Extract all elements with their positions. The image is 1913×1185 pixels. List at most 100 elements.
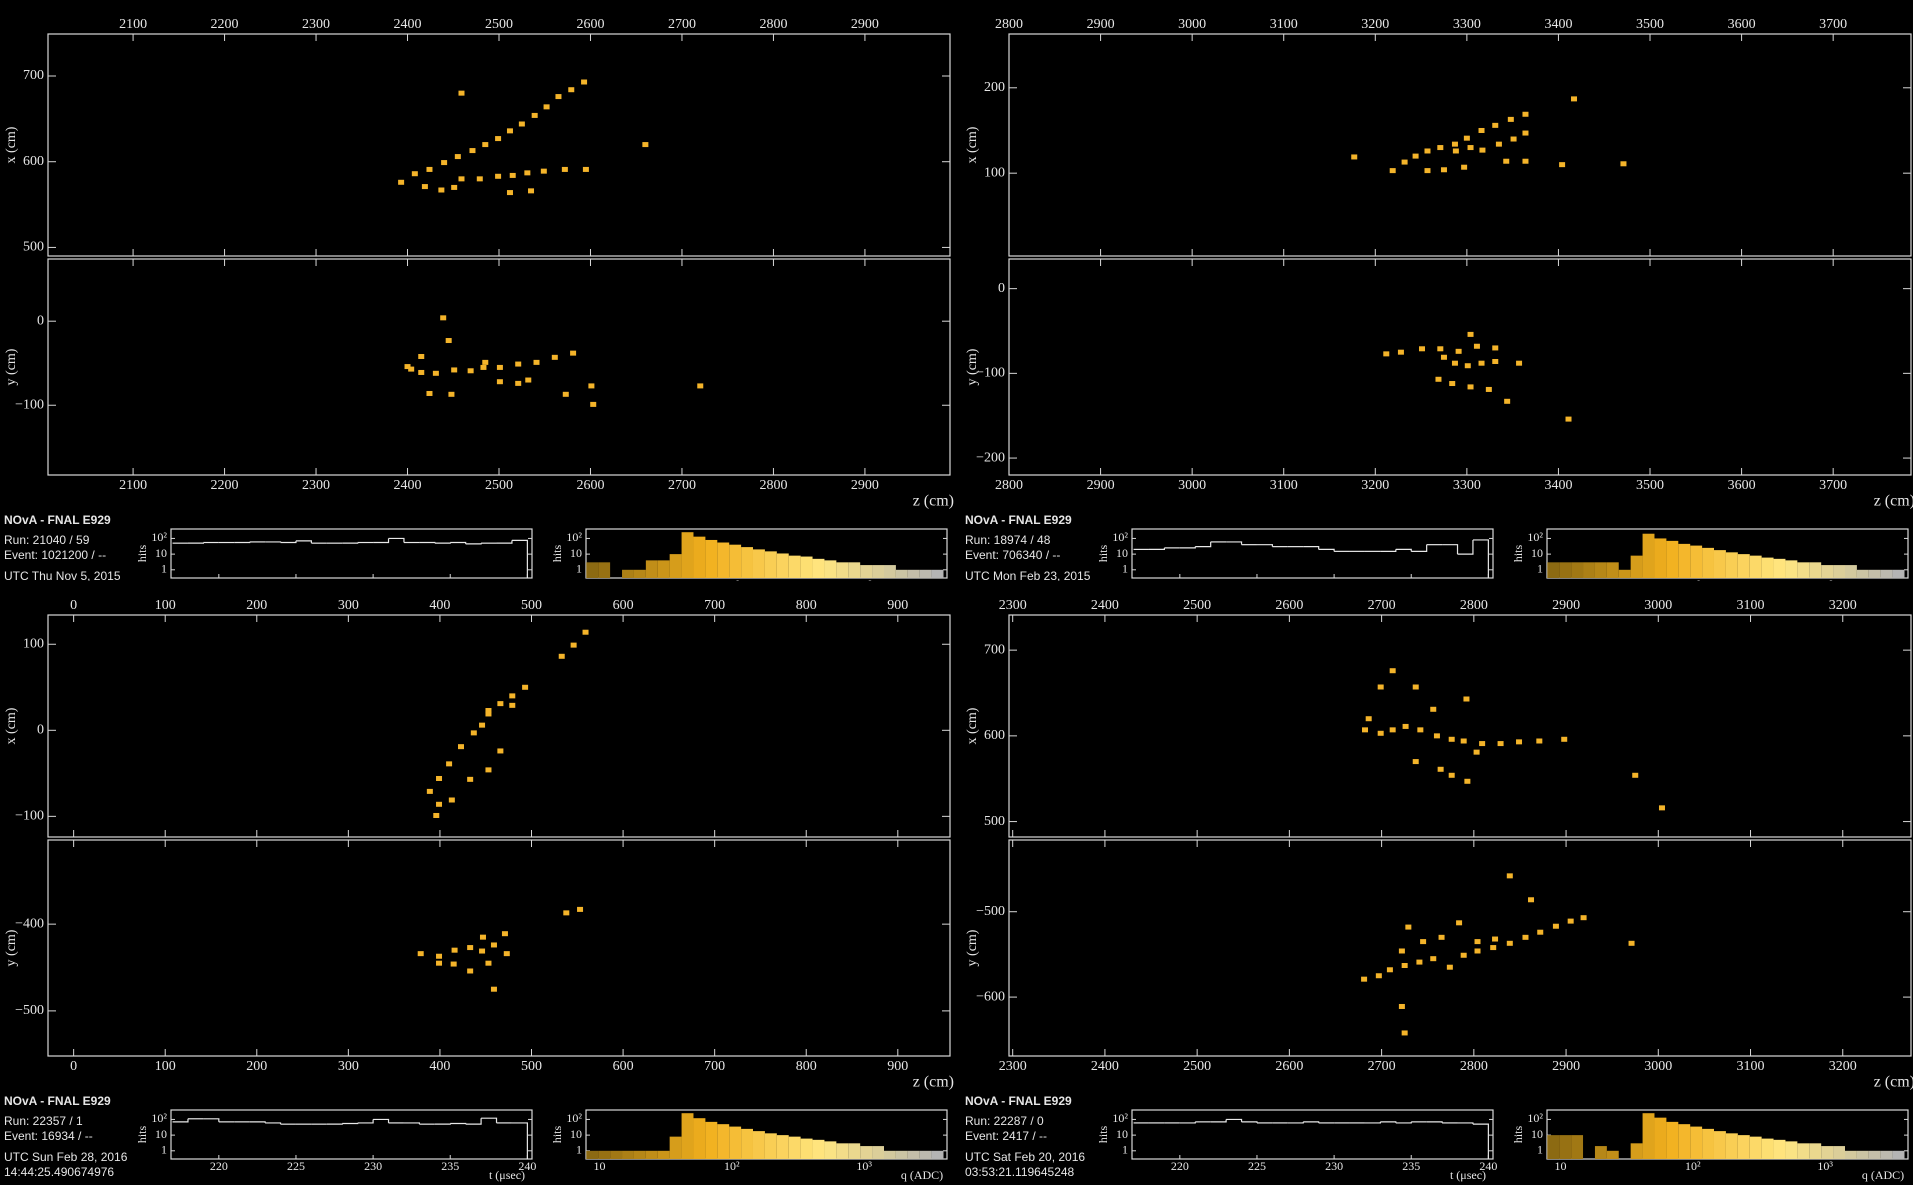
- hit: [491, 942, 497, 947]
- hit: [479, 949, 485, 954]
- hit: [1465, 363, 1471, 368]
- hit: [497, 365, 503, 370]
- x-tick-label: 10: [1555, 1159, 1567, 1173]
- hist-bar: [1726, 552, 1738, 578]
- hist-bar: [848, 1143, 860, 1159]
- hit: [497, 748, 503, 753]
- hist-bar: [1631, 556, 1643, 578]
- hist-bar: [872, 1146, 884, 1159]
- hit: [1516, 739, 1522, 744]
- y-tick-label: 10²: [1112, 1111, 1128, 1125]
- hist-bar: [1821, 565, 1833, 578]
- hit: [1522, 935, 1528, 940]
- hit: [433, 371, 439, 376]
- hit: [1438, 767, 1444, 772]
- hit: [1403, 724, 1409, 729]
- y-tick-label: 1: [161, 1143, 167, 1157]
- y-axis-label: hits: [550, 1126, 564, 1144]
- hist-bar: [1631, 1143, 1643, 1159]
- hit: [440, 315, 446, 320]
- hit: [479, 723, 485, 728]
- hit: [436, 961, 442, 966]
- hit: [1479, 148, 1485, 153]
- x-tick-label: 225: [1248, 1159, 1266, 1173]
- hist-bar: [1869, 1151, 1881, 1159]
- x-tick-label: 10³: [856, 1159, 872, 1173]
- y-tick-label: 10²: [1527, 530, 1543, 544]
- hit: [1449, 737, 1455, 742]
- hist-bar: [610, 1151, 622, 1159]
- x-tick-label: 700: [704, 598, 725, 613]
- hit: [1366, 716, 1372, 721]
- x-tick-label: 3600: [1728, 17, 1756, 32]
- hit: [1508, 117, 1514, 122]
- y-tick-label: −600: [976, 989, 1005, 1004]
- x-tick-label: 2500: [1183, 598, 1211, 613]
- hist-bar: [1714, 550, 1726, 578]
- x-tick-label: 2200: [211, 17, 239, 32]
- x-tick-label: 0: [70, 598, 77, 613]
- hit: [522, 685, 528, 690]
- event-info: UTC Sun Feb 28, 2016: [4, 1150, 128, 1164]
- hit: [1536, 739, 1542, 744]
- hit: [1566, 417, 1572, 422]
- y-tick-label: 1: [1537, 562, 1543, 576]
- hist-bar: [705, 540, 717, 578]
- y-tick-label: 1: [1122, 1143, 1128, 1157]
- y-tick-label: 600: [23, 154, 44, 169]
- x-tick-label: 2400: [394, 478, 422, 493]
- hist-bar: [622, 570, 634, 578]
- y-tick-label: 700: [23, 68, 44, 83]
- hist-bar: [753, 549, 765, 578]
- hit: [426, 167, 432, 172]
- y-axis-label: x (cm): [965, 126, 980, 163]
- x-axis-label: t (μsec): [1450, 1168, 1486, 1182]
- y-axis-label: y (cm): [4, 929, 19, 966]
- hit: [1449, 381, 1455, 386]
- hist-bar: [598, 1151, 610, 1159]
- hit: [1362, 727, 1368, 732]
- hit: [1452, 361, 1458, 366]
- hit: [1456, 920, 1462, 925]
- x-axis-label: t (μsec): [489, 1168, 525, 1182]
- x-tick-label: 0: [70, 1059, 77, 1074]
- x-axis-label: z (cm): [1874, 493, 1913, 510]
- hist-bar: [932, 570, 944, 578]
- hist-bar: [1809, 562, 1821, 578]
- x-tick-label: 2800: [1460, 598, 1488, 613]
- hit: [1456, 349, 1462, 354]
- hist-bar: [908, 570, 920, 578]
- hist-bar: [789, 1137, 801, 1159]
- hit: [1449, 773, 1455, 778]
- hist-bar: [646, 560, 658, 578]
- x-tick-label: 3400: [1544, 478, 1572, 493]
- y-tick-label: 500: [23, 240, 44, 255]
- x-tick-label: 2900: [851, 478, 879, 493]
- y-tick-label: −500: [15, 1003, 44, 1018]
- hit: [525, 378, 531, 383]
- hist-bar: [1774, 1140, 1786, 1159]
- hist-bar: [1702, 1129, 1714, 1159]
- hit: [482, 142, 488, 147]
- x-tick-label: 10²: [724, 1159, 740, 1173]
- x-tick-label: 2800: [995, 478, 1023, 493]
- x-tick-label: 2800: [759, 478, 787, 493]
- x-tick-label: 2800: [995, 17, 1023, 32]
- y-tick-label: 200: [984, 80, 1005, 95]
- hit: [1474, 344, 1480, 349]
- hit: [458, 744, 464, 749]
- hit: [1479, 741, 1485, 746]
- y-tick-label: −200: [976, 450, 1005, 465]
- hit: [418, 951, 424, 956]
- hist-bar: [1654, 538, 1666, 578]
- hist-bar: [1821, 1146, 1833, 1159]
- x-tick-label: 2900: [1552, 1059, 1580, 1074]
- hit: [1581, 915, 1587, 920]
- hit: [1383, 351, 1389, 356]
- x-tick-label: 10: [594, 1159, 606, 1173]
- hit: [485, 711, 491, 716]
- x-tick-label: 400: [429, 1059, 450, 1074]
- event-info: Event: 2417 / --: [965, 1129, 1047, 1143]
- hit: [1417, 727, 1423, 732]
- hist-bar: [717, 1124, 729, 1159]
